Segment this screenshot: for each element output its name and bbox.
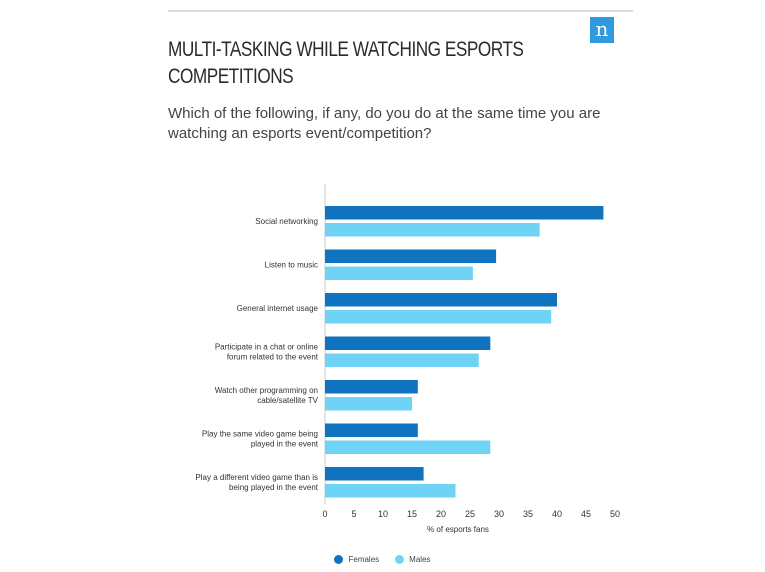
category-label: Participate in a chat or online [215, 343, 319, 352]
top-rule [168, 10, 633, 12]
bar-males-5 [325, 440, 491, 454]
bar-males-3 [325, 353, 479, 367]
x-tick-label: 40 [552, 509, 562, 519]
category-label: Play the same video game being [202, 430, 318, 439]
bar-females-1 [325, 249, 497, 263]
category-label: being played in the event [229, 483, 319, 492]
x-tick-label: 30 [494, 509, 504, 519]
legend-swatch [395, 555, 405, 564]
bar-females-4 [325, 380, 418, 394]
bar-males-2 [325, 310, 552, 324]
x-tick-label: 20 [436, 509, 446, 519]
logo-letter: n [595, 16, 609, 41]
category-label: forum related to the event [227, 353, 319, 362]
chart-title: MULTI-TASKING WHILE WATCHING ESPORTS COM… [168, 38, 524, 88]
x-tick-label: 5 [351, 509, 356, 519]
bar-males-0 [325, 223, 540, 237]
x-tick-label: 15 [407, 509, 417, 519]
bar-females-2 [325, 293, 557, 307]
legend-item-females: Females [334, 555, 379, 564]
category-label: Watch other programming on [215, 386, 318, 395]
legend-label: Males [409, 555, 431, 564]
category-label: cable/satellite TV [257, 396, 318, 405]
category-label: Play a different video game than is [195, 473, 318, 482]
x-tick-label: 0 [322, 509, 327, 519]
legend-label: Females [348, 555, 380, 564]
bar-females-5 [325, 423, 418, 437]
bar-females-0 [325, 206, 604, 220]
legend-item-males: Males [395, 555, 431, 564]
bar-males-6 [325, 484, 456, 498]
x-tick-label: 50 [610, 509, 620, 519]
category-label: Social networking [255, 217, 318, 226]
x-tick-label: 35 [523, 509, 533, 519]
category-label: played in the event [251, 440, 319, 449]
chart-subtitle: Which of the following, if any, do you d… [168, 105, 601, 142]
x-axis-title: % of esports fans [427, 525, 489, 534]
category-label: General internet usage [237, 304, 319, 313]
bar-males-4 [325, 397, 412, 411]
bar-females-3 [325, 336, 491, 350]
category-label: Listen to music [265, 261, 318, 270]
legend-swatch [334, 555, 344, 564]
x-tick-label: 25 [465, 509, 475, 519]
chart-legend: Females Males [0, 555, 765, 564]
bar-females-6 [325, 467, 424, 481]
x-tick-label: 10 [378, 509, 388, 519]
x-tick-label: 45 [581, 509, 591, 519]
nielsen-logo: n [590, 17, 614, 43]
bar-males-1 [325, 266, 473, 280]
